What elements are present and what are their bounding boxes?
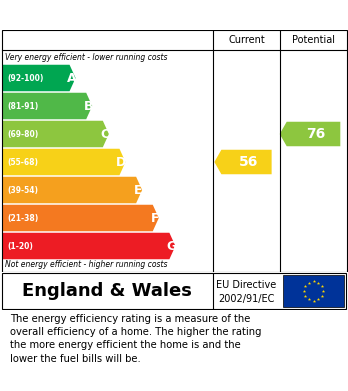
Polygon shape [3,205,159,231]
Text: C: C [100,127,109,140]
Text: England & Wales: England & Wales [22,282,191,300]
Text: (92-100): (92-100) [7,74,44,83]
Text: Current: Current [228,35,265,45]
Text: (1-20): (1-20) [7,242,33,251]
Text: (69-80): (69-80) [7,129,38,138]
Polygon shape [280,122,340,146]
Text: Very energy efficient - lower running costs: Very energy efficient - lower running co… [5,53,167,62]
Polygon shape [3,65,76,91]
Text: The energy efficiency rating is a measure of the
overall efficiency of a home. T: The energy efficiency rating is a measur… [10,314,262,364]
Text: Energy Efficiency Rating: Energy Efficiency Rating [10,7,232,23]
Bar [283,275,344,307]
Polygon shape [214,150,272,174]
Text: (39-54): (39-54) [7,185,38,194]
Text: Potential: Potential [292,35,335,45]
Text: (21-38): (21-38) [7,213,38,222]
Text: Not energy efficient - higher running costs: Not energy efficient - higher running co… [5,260,167,269]
Polygon shape [3,177,142,203]
Polygon shape [3,149,126,175]
Polygon shape [3,121,109,147]
Text: B: B [84,99,93,113]
Text: (81-91): (81-91) [7,102,38,111]
Text: 56: 56 [239,155,258,169]
Text: 2002/91/EC: 2002/91/EC [218,294,275,303]
Text: 76: 76 [306,127,325,141]
Text: EU Directive: EU Directive [216,280,277,290]
Polygon shape [3,233,175,259]
Text: E: E [134,183,142,197]
Text: A: A [67,72,76,84]
Text: (55-68): (55-68) [7,158,38,167]
Text: G: G [166,240,176,253]
Text: D: D [116,156,127,169]
Text: F: F [150,212,159,224]
Polygon shape [3,93,92,119]
